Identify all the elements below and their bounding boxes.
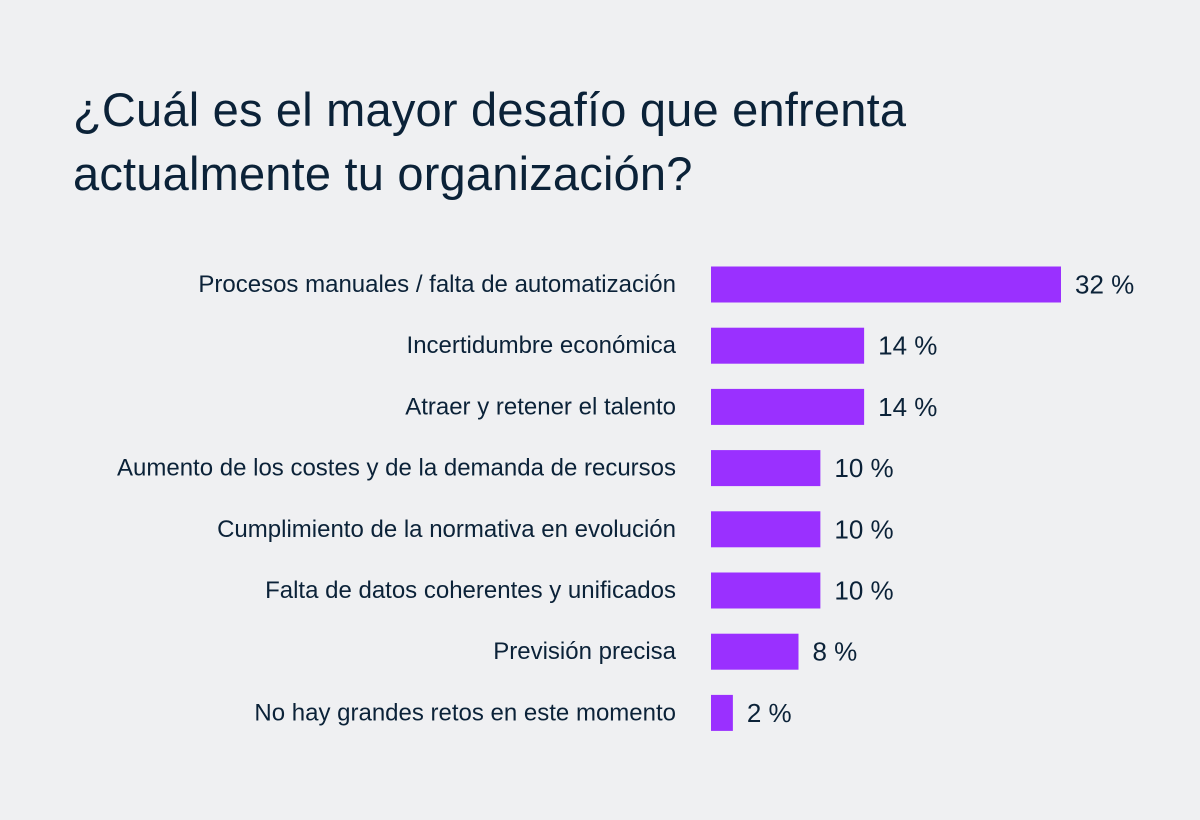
value-label: 8 % (813, 637, 858, 667)
value-label: 14 % (878, 392, 937, 422)
category-label: Previsión precisa (493, 638, 676, 665)
value-label: 2 % (747, 698, 792, 728)
bar (711, 572, 821, 609)
category-label: Falta de datos coherentes y unificados (265, 577, 676, 604)
value-label: 14 % (878, 331, 937, 361)
bar (711, 450, 821, 487)
bar (711, 694, 733, 731)
category-label: Aumento de los costes y de la demanda de… (117, 455, 676, 482)
bar (711, 388, 865, 425)
bar (711, 633, 799, 670)
bar (711, 511, 821, 548)
category-label: No hay grandes retos en este momento (254, 699, 676, 726)
bar-chart: Procesos manuales / falta de automatizac… (117, 266, 1134, 731)
value-label: 10 % (834, 514, 893, 544)
value-label: 32 % (1075, 270, 1134, 300)
bar (711, 327, 865, 364)
value-label: 10 % (834, 576, 893, 606)
chart-title: ¿Cuál es el mayor desafío que enfrenta a… (73, 78, 1133, 206)
chart-title-line-2: actualmente tu organización? (73, 147, 693, 200)
category-label: Atraer y retener el talento (405, 393, 676, 420)
bar (711, 266, 1061, 303)
chart-title-line-1: ¿Cuál es el mayor desafío que enfrenta (73, 83, 907, 136)
value-label: 10 % (834, 453, 893, 483)
category-label: Incertidumbre económica (407, 332, 677, 359)
category-label: Cumplimiento de la normativa en evolució… (217, 516, 676, 543)
category-label: Procesos manuales / falta de automatizac… (198, 271, 676, 298)
